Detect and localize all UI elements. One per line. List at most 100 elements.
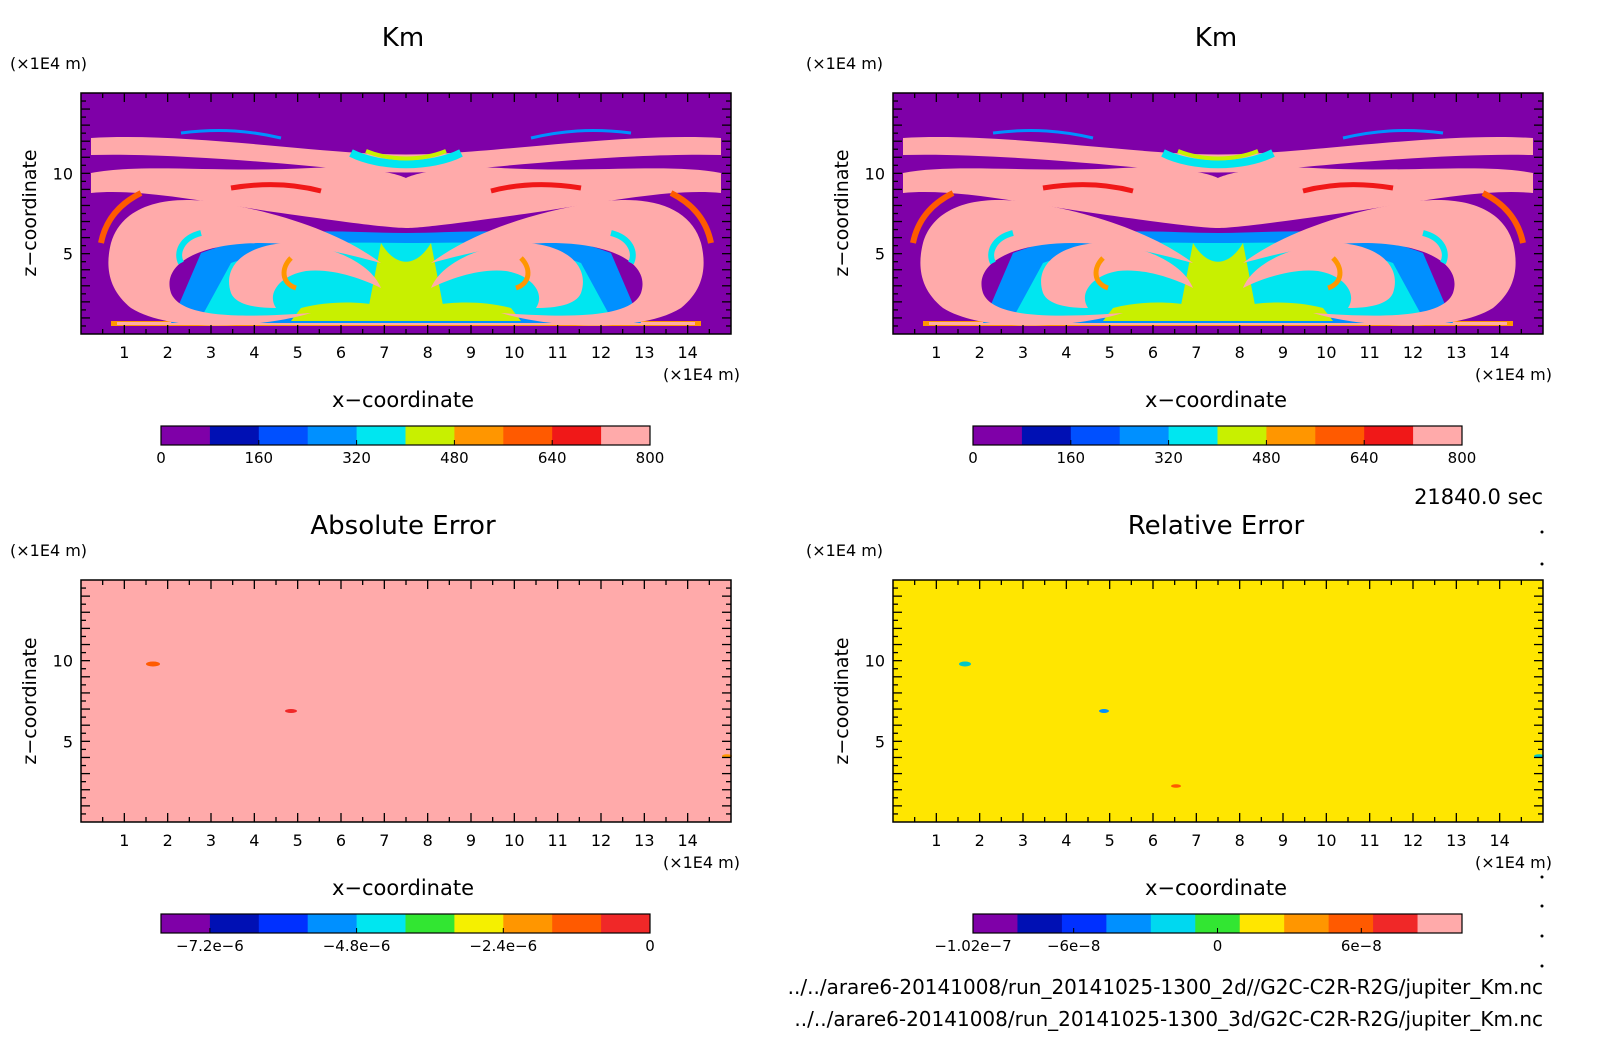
x-ticks: 1 2 3 4 5 6 7 8 9 10 11 12 13 14	[914, 93, 1522, 362]
x-tick-label: 12	[591, 343, 611, 362]
colorbar-tick-label: 0	[156, 449, 166, 467]
x-tick-label: 11	[1359, 343, 1379, 362]
colorbar-swatch	[1017, 914, 1063, 933]
x-ticks: 1 2 3 4 5 6 7 8 9 10 11 12 13 14	[102, 93, 710, 362]
x-tick-label: 2	[163, 343, 173, 362]
colorbar-swatch	[1217, 426, 1267, 445]
colorbar-swatch	[405, 914, 455, 933]
km-field	[81, 93, 731, 334]
y-tick-label: 5	[875, 732, 885, 751]
error-spot	[1171, 784, 1181, 788]
colorbar-tick-label: 320	[1154, 449, 1183, 467]
km-field	[893, 93, 1543, 334]
x-tick-label: 3	[1018, 343, 1028, 362]
colorbar-tick-label: 480	[440, 449, 469, 467]
error-field	[81, 580, 731, 822]
x-tick-label: 2	[975, 831, 985, 850]
y-tick-label: 5	[63, 245, 73, 264]
y-ticks: 5 10	[865, 587, 1543, 815]
x-tick-label: 12	[591, 831, 611, 850]
x-tick-label: 12	[1403, 831, 1423, 850]
y-tick-label: 10	[865, 652, 885, 671]
colorbar-tick-label: 0	[645, 937, 655, 955]
x-tick-label: 5	[1105, 343, 1115, 362]
x-tick-label: 11	[547, 343, 567, 362]
x-tick-label: 13	[634, 831, 654, 850]
absolute-error-panel: Absolute Error (×1E4 m) 1 2 3 4 5 6 7 8 9 10 11 12 1…	[10, 511, 740, 955]
colorbar-swatch	[307, 426, 358, 445]
x-tick-label: 8	[423, 831, 433, 850]
colorbar-tick-label: 320	[342, 449, 371, 467]
km-panel-right: Km (×1E4 m) 1 2 3 4 5 6 7 8 9 10 11 12 13 14 510 (×1E…	[806, 23, 1552, 467]
y-tick-label: 10	[53, 164, 73, 183]
x-tick-label: 1	[119, 343, 129, 362]
error-spot	[1099, 709, 1109, 713]
colorbar-swatch	[1328, 914, 1374, 933]
colorbar-swatch	[1413, 426, 1463, 445]
colorbar-swatch	[356, 914, 406, 933]
colorbar-swatch	[161, 426, 211, 445]
colorbar-swatch	[1021, 426, 1072, 445]
colorbar-tick-label: −1.02e−7	[934, 937, 1011, 955]
x-tick-label: 9	[466, 343, 476, 362]
colorbar-swatch	[601, 914, 651, 933]
x-unit-label: (×1E4 m)	[1475, 853, 1552, 872]
colorbar-frame	[972, 425, 1463, 446]
x-tick-label: 1	[119, 831, 129, 850]
y-ticks: 5 10	[865, 100, 1543, 327]
x-unit-label: (×1E4 m)	[1475, 365, 1552, 384]
x-tick-label: 14	[1489, 343, 1509, 362]
y-unit-label: (×1E4 m)	[806, 541, 883, 560]
dot-mark	[1540, 875, 1544, 879]
x-tick-label: 6	[1148, 343, 1158, 362]
y-unit-label: (×1E4 m)	[10, 541, 87, 560]
colorbar-swatch	[973, 914, 1018, 933]
x-tick-label: 5	[293, 343, 303, 362]
x-tick-label: 9	[466, 831, 476, 850]
file-path-2: ../../arare6-20141008/run_20141025-1300_…	[794, 1007, 1543, 1031]
x-axis-label: x−coordinate	[1145, 876, 1287, 900]
panel-title: Relative Error	[1128, 511, 1305, 541]
x-tick-label: 10	[504, 831, 524, 850]
x-tick-label: 8	[1235, 343, 1245, 362]
y-tick-label: 5	[875, 245, 885, 264]
panel-title: Km	[1195, 23, 1237, 53]
error-spot	[285, 709, 297, 713]
colorbar-swatch	[1266, 426, 1316, 445]
x-tick-label: 13	[1446, 831, 1466, 850]
colorbar-swatch	[552, 426, 602, 445]
colorbar-tick-label: 480	[1252, 449, 1281, 467]
x-tick-label: 4	[249, 343, 259, 362]
colorbar-tick-label: 160	[244, 449, 273, 467]
y-tick-label: 10	[865, 164, 885, 183]
x-tick-label: 6	[336, 831, 346, 850]
colorbar-swatch	[1150, 914, 1196, 933]
colorbar-swatch	[1364, 426, 1414, 445]
colorbar-swatch	[973, 426, 1023, 445]
colorbar-frame	[160, 425, 651, 446]
x-tick-label: 14	[1489, 831, 1509, 850]
x-tick-label: 2	[163, 831, 173, 850]
colorbar-tick-label: 0	[968, 449, 978, 467]
x-tick-label: 1	[931, 831, 941, 850]
colorbar-swatch	[258, 426, 309, 445]
colorbar-swatch	[454, 914, 504, 933]
y-ticks: 5 10	[53, 100, 731, 327]
x-unit-label: (×1E4 m)	[663, 853, 740, 872]
colorbar-swatch	[258, 914, 309, 933]
dot-mark	[1540, 964, 1544, 968]
colorbar-tick-label: 800	[636, 449, 665, 467]
colorbar-tick-label: 640	[1350, 449, 1379, 467]
x-tick-label: 10	[1316, 831, 1336, 850]
colorbar: −7.2e−6 −4.8e−6 −2.4e−6 0	[160, 913, 655, 955]
x-tick-label: 13	[1446, 343, 1466, 362]
y-unit-label: (×1E4 m)	[806, 54, 883, 73]
colorbar-swatch	[454, 426, 504, 445]
dot-mark	[1540, 934, 1544, 938]
colorbar-frame	[160, 913, 651, 934]
dot-mark	[1540, 562, 1544, 566]
x-tick-label: 10	[1316, 343, 1336, 362]
x-tick-label: 8	[423, 343, 433, 362]
x-tick-label: 4	[249, 831, 259, 850]
colorbar-swatch	[1417, 914, 1463, 933]
